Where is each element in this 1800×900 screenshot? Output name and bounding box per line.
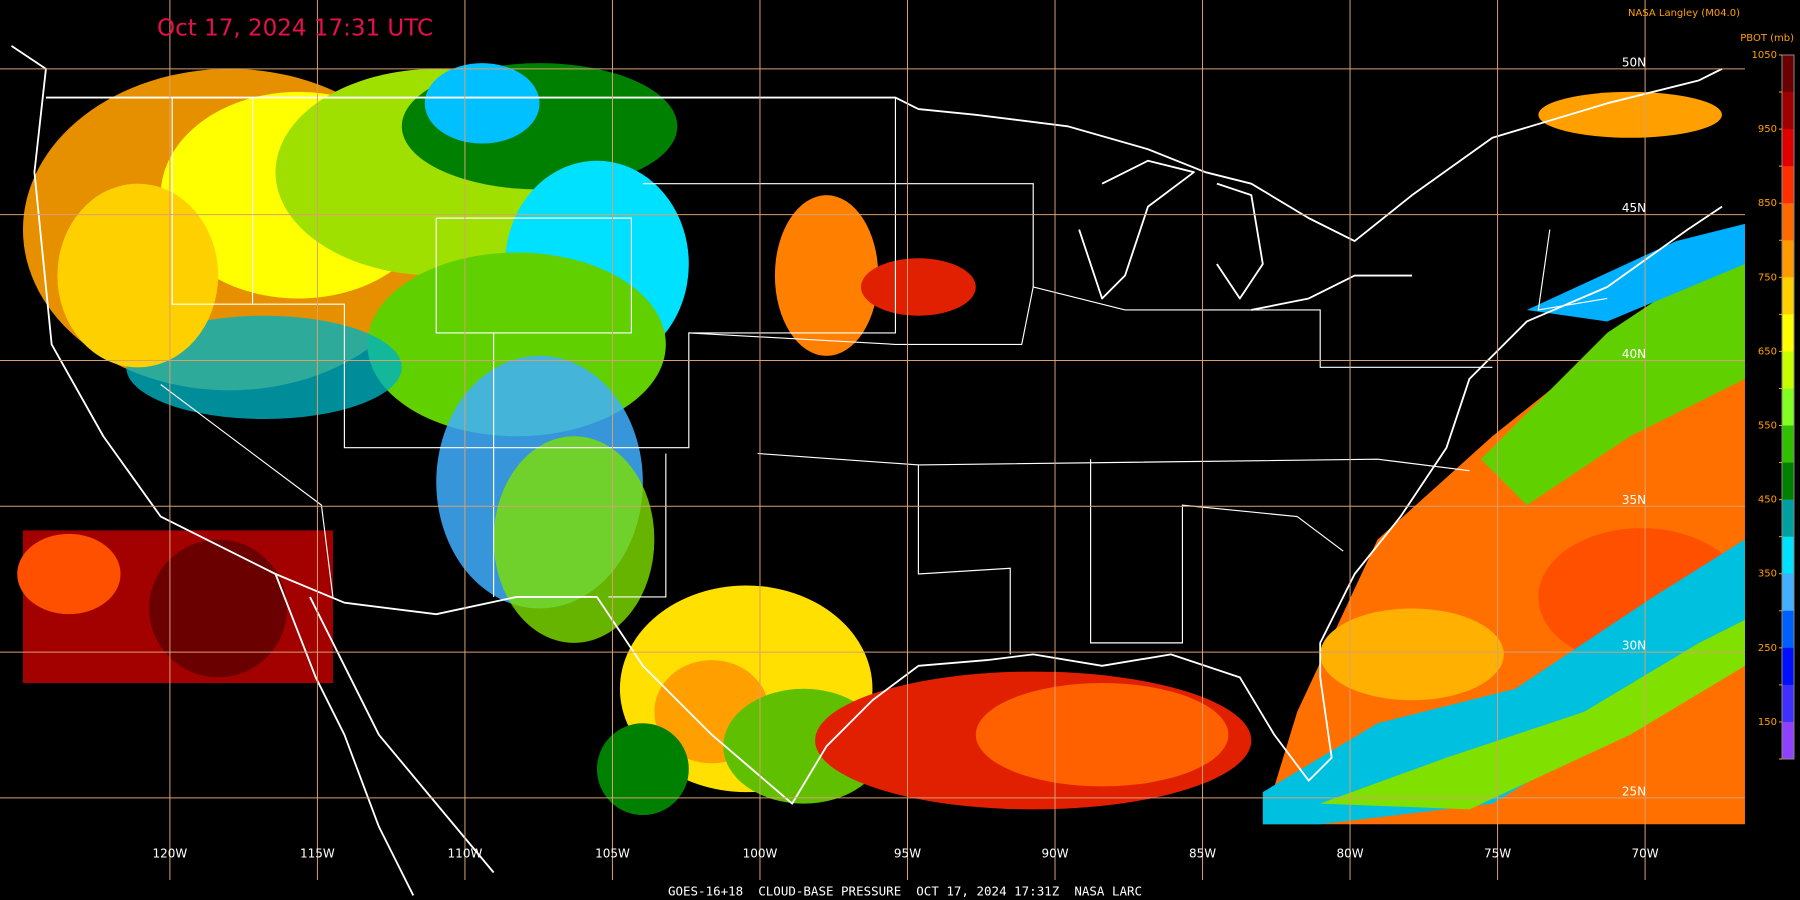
longitude-label: 90W — [1041, 847, 1068, 861]
colorbar-label: 150 — [1758, 717, 1777, 728]
colorbar-label: 950 — [1758, 124, 1777, 135]
longitude-label: 70W — [1632, 847, 1659, 861]
footer-caption: GOES-16+18 CLOUD-BASE PRESSURE OCT 17, 2… — [668, 884, 1142, 899]
longitude-label: 120W — [153, 847, 188, 861]
colorbar-segment — [1782, 462, 1794, 501]
colorbar-label: 850 — [1758, 198, 1777, 209]
labels: 120W 115W 110W 105W 100W 95W 90W 85W 80W 75W 70W 50… — [153, 50, 1795, 861]
colorbar-segment — [1782, 92, 1794, 130]
map-title: Oct 17, 2024 17:31 UTC — [157, 16, 433, 42]
colorbar-segment — [1782, 721, 1794, 760]
colorbar-segment — [1782, 166, 1794, 204]
longitude-label: 110W — [448, 847, 483, 861]
colorbar-segment — [1782, 573, 1794, 612]
colorbar-segment — [1782, 610, 1794, 649]
colorbar-label: 250 — [1758, 643, 1777, 654]
colorbar-label: 750 — [1758, 272, 1777, 283]
longitude-label: 95W — [894, 847, 921, 861]
colorbar-segment — [1782, 240, 1794, 278]
colorbar-label: 350 — [1758, 569, 1777, 580]
colorbar-segment — [1782, 203, 1794, 241]
boundaries — [10, 45, 1723, 896]
longitude-label: 80W — [1336, 847, 1363, 861]
colorbar-segment — [1782, 388, 1794, 427]
colorbar-segment — [1782, 536, 1794, 575]
cloud-imagery — [17, 63, 1745, 825]
colorbar-label: 1050 — [1752, 50, 1777, 61]
colorbar-label: 650 — [1758, 346, 1777, 357]
colorbar-segment — [1782, 425, 1794, 464]
colorbar-label: 550 — [1758, 421, 1777, 432]
colorbar-segment — [1782, 277, 1794, 315]
latitude-label: 35N — [1622, 493, 1646, 507]
latitude-label: 40N — [1622, 347, 1646, 361]
colorbar-frame — [1781, 54, 1795, 760]
longitude-label: 75W — [1484, 847, 1511, 861]
latitude-label: 45N — [1622, 201, 1646, 215]
colorbar-segment — [1782, 684, 1794, 723]
colorbar-segment — [1782, 129, 1794, 167]
colorbar-segment — [1782, 499, 1794, 538]
colorbar-segment — [1782, 351, 1794, 389]
longitude-label: 85W — [1189, 847, 1216, 861]
colorbar-segment — [1782, 647, 1794, 686]
colorbar-label: 450 — [1758, 495, 1777, 506]
colorbar-segment — [1782, 55, 1794, 93]
latitude-label: 25N — [1622, 784, 1646, 798]
longitude-label: 100W — [743, 847, 778, 861]
legend-title: PBOT (mb) — [1740, 33, 1794, 44]
longitude-label: 105W — [595, 847, 630, 861]
latitude-label: 50N — [1622, 55, 1646, 69]
graticule — [0, 0, 1745, 880]
credit: NASA Langley (M04.0) — [1628, 8, 1740, 19]
longitude-label: 115W — [300, 847, 335, 861]
latitude-label: 30N — [1622, 639, 1646, 653]
colorbar-segment — [1782, 314, 1794, 352]
